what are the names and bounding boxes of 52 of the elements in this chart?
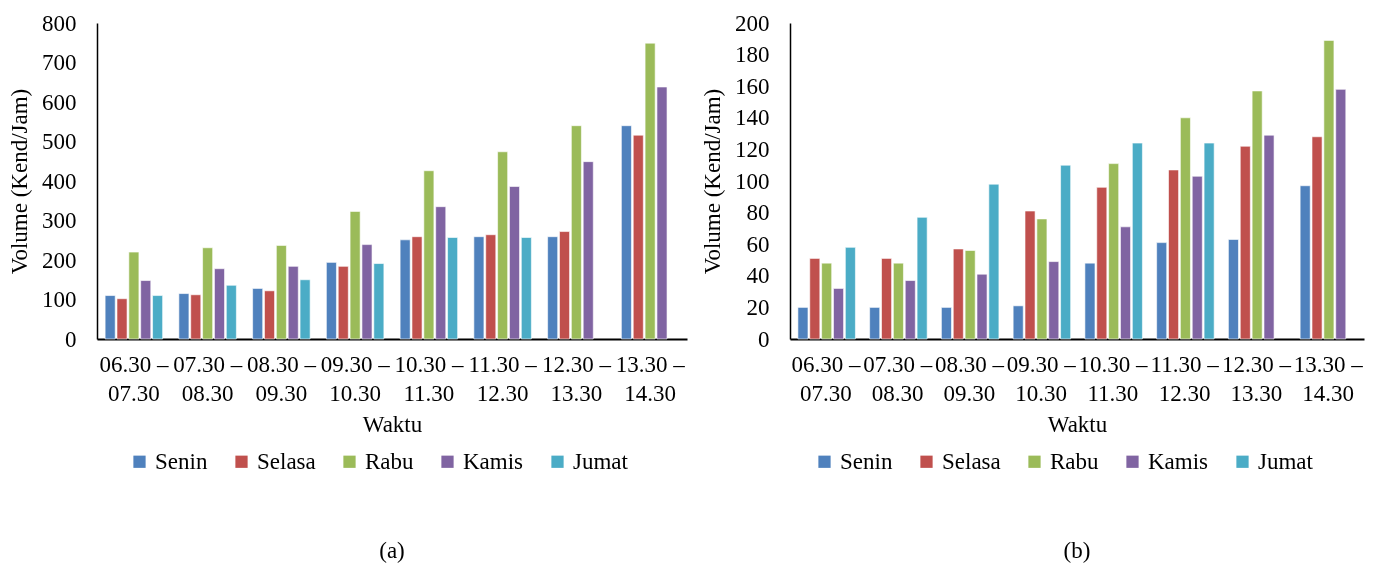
y-tick-label: 0 — [758, 326, 770, 352]
y-axis-title: Volume (Kend/Jam) — [7, 88, 32, 275]
x-tick-label: 06.30 – 07.30 — [99, 351, 169, 406]
x-tick-label: 07.30 – 08.30 — [863, 351, 933, 406]
y-tick-label: 500 — [42, 129, 77, 154]
y-tick-label: 100 — [735, 168, 770, 194]
y-tick-label: 400 — [42, 168, 77, 194]
y-tick-label: 120 — [735, 136, 770, 162]
x-tick-label: 13.30 – 14.30 — [615, 351, 686, 406]
y-tick-label: 140 — [735, 105, 770, 131]
x-tick-label: 10.30 – 11.30 — [1078, 351, 1148, 406]
x-tick-label: 09.30 – 10.30 — [1006, 351, 1077, 406]
legend-label: Rabu — [365, 448, 415, 474]
x-tick-label: 06.30 – 07.30 — [791, 351, 861, 406]
x-tick-label: 08.30 – 09.30 — [246, 351, 317, 406]
text: (a) — [379, 538, 405, 563]
legend-label: Senin — [840, 448, 893, 474]
y-axis-title: Volume (Kend/Jam) — [700, 88, 725, 275]
x-tick-label: 09.30 – 10.30 — [320, 351, 391, 406]
x-tick-label: 08.30 – 09.30 — [934, 351, 1005, 406]
text: (b) — [1063, 538, 1091, 563]
legend-label: Kamis — [463, 448, 524, 474]
y-tick-label: 40 — [746, 263, 770, 289]
y-tick-label: 60 — [746, 231, 770, 257]
legend-label: Selasa — [257, 448, 316, 474]
legend-label: Selasa — [942, 448, 1001, 474]
x-axis-title: Waktu — [362, 411, 423, 437]
legend-label: Rabu — [1050, 448, 1100, 474]
legend-label: Jumat — [573, 448, 629, 474]
y-tick-label: 0 — [65, 326, 77, 352]
y-tick-label: 300 — [42, 208, 77, 233]
y-tick-label: 600 — [42, 89, 77, 115]
legend-label: Jumat — [1258, 448, 1314, 474]
y-tick-label: 180 — [735, 42, 770, 68]
y-tick-label: 100 — [42, 287, 77, 312]
y-tick-label: 800 — [42, 10, 77, 36]
legend-label: Senin — [155, 448, 208, 474]
x-tick-label: 12.30 – 13.30 — [541, 351, 612, 406]
legend-label: Kamis — [1148, 448, 1209, 474]
y-tick-label: 700 — [42, 50, 77, 75]
x-tick-label: 12.30 – 13.30 — [1221, 351, 1292, 406]
y-tick-label: 200 — [42, 247, 77, 273]
x-tick-label: 11.30 – 12.30 — [1150, 351, 1220, 406]
x-tick-label: 13.30 – 14.30 — [1293, 351, 1364, 406]
y-tick-label: 20 — [746, 294, 770, 320]
x-tick-label: 07.30 – 08.30 — [173, 351, 243, 406]
y-tick-label: 160 — [735, 73, 770, 99]
x-tick-label: 11.30 – 12.30 — [468, 351, 538, 406]
x-axis-title: Waktu — [1047, 411, 1108, 437]
y-tick-label: 80 — [746, 200, 770, 226]
y-tick-label: 200 — [735, 10, 770, 36]
x-tick-label: 10.30 – 11.30 — [394, 351, 464, 406]
